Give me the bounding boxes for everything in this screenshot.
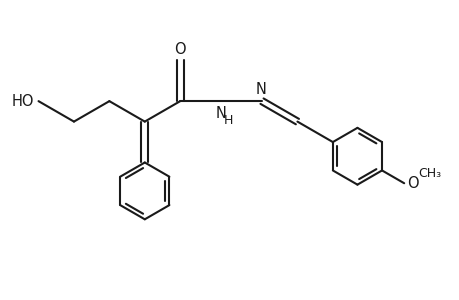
Text: HO: HO — [11, 94, 34, 109]
Text: O: O — [174, 42, 185, 57]
Text: H: H — [224, 114, 233, 127]
Text: O: O — [406, 176, 418, 191]
Text: CH₃: CH₃ — [418, 167, 441, 179]
Text: N: N — [215, 106, 226, 121]
Text: N: N — [255, 82, 266, 97]
